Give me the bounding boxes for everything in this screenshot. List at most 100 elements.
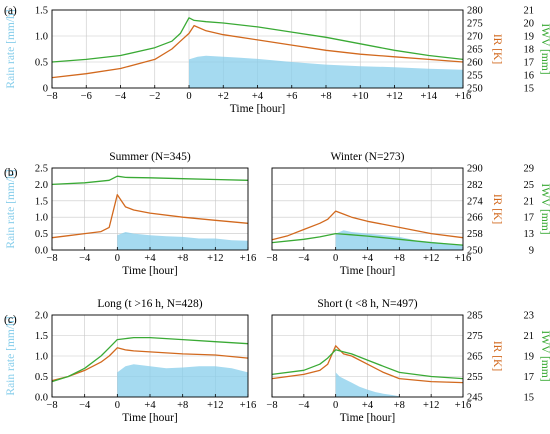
ir-tick-label: 290	[467, 164, 483, 175]
x-tick-label: −8	[46, 400, 57, 411]
x-axis-label: Time [hour]	[230, 103, 285, 115]
iwv-tick-label: 15	[524, 84, 535, 95]
ir-axis-label: IR [K]	[491, 34, 503, 64]
iwv-axis-label: IWV [mm]	[539, 330, 550, 381]
x-tick-label: −4	[115, 91, 127, 102]
x-tick-label: +4	[362, 253, 374, 264]
x-tick-label: +12	[386, 91, 402, 102]
iwv-tick-label: 9	[529, 246, 534, 257]
ir-axis-label: IR [K]	[491, 194, 503, 224]
iwv-tick-label: 19	[524, 352, 535, 363]
ir-line	[51, 347, 249, 382]
iwv-line	[51, 17, 464, 63]
rain-rate-area	[117, 364, 248, 397]
rain-tick-label: 0	[43, 84, 48, 95]
rain-axis-label: Rain rate [mm/h]	[5, 169, 17, 248]
x-tick-label: +16	[455, 253, 471, 264]
x-tick-label: +12	[423, 400, 439, 411]
rain-rate-area	[335, 372, 400, 397]
x-tick-label: +10	[352, 91, 368, 102]
iwv-axis-label: IWV [mm]	[539, 183, 550, 234]
x-axis-label: Time [hour]	[122, 265, 177, 277]
x-tick-label: +4	[144, 253, 156, 264]
panel-title: Summer (N=345)	[109, 151, 191, 163]
ir-line	[271, 210, 464, 241]
iwv-tick-label: 29	[524, 164, 535, 175]
rain-tick-label: 0.0	[35, 393, 48, 404]
iwv-line	[51, 175, 249, 186]
x-tick-label: +16	[240, 253, 256, 264]
rain-tick-label: 0.5	[35, 372, 48, 383]
panel-title: Winter (N=273)	[330, 151, 404, 163]
x-tick-label: 0	[186, 91, 191, 102]
rain-tick-label: 0.0	[35, 246, 48, 257]
x-tick-label: 0	[115, 400, 120, 411]
x-tick-label: −6	[81, 91, 92, 102]
iwv-line	[51, 336, 249, 383]
x-tick-label: −8	[266, 253, 277, 264]
panel-title: Long (t >16 h, N=428)	[97, 298, 202, 310]
rain-tick-label: 2.0	[35, 180, 48, 191]
ir-tick-label: 280	[467, 6, 483, 17]
ir-tick-label: 275	[467, 19, 483, 30]
x-axis-label: Time [hour]	[122, 412, 177, 424]
x-tick-label: −8	[46, 253, 57, 264]
iwv-axis-label: IWV [mm]	[539, 23, 550, 74]
iwv-tick-label: 18	[524, 45, 535, 56]
rain-rate-area	[335, 230, 463, 250]
panel-label: (a)	[4, 5, 17, 17]
iwv-tick-label: 21	[524, 6, 535, 17]
x-tick-label: +2	[218, 91, 229, 102]
x-tick-label: −4	[79, 400, 91, 411]
x-tick-label: +8	[177, 400, 188, 411]
iwv-tick-label: 17	[524, 58, 535, 69]
x-tick-label: +4	[252, 91, 264, 102]
x-tick-label: +16	[455, 91, 471, 102]
ir-tick-label: 270	[467, 32, 483, 43]
x-tick-label: +8	[394, 400, 405, 411]
x-tick-label: 0	[333, 400, 338, 411]
ir-tick-label: 265	[467, 352, 483, 363]
iwv-tick-label: 17	[524, 372, 535, 383]
rain-tick-label: 1.0	[35, 213, 48, 224]
x-tick-label: −8	[46, 91, 57, 102]
iwv-tick-label: 23	[524, 311, 535, 322]
x-tick-label: +12	[423, 253, 439, 264]
ir-line	[51, 24, 464, 79]
ir-line	[271, 345, 464, 384]
rain-tick-label: 2.5	[35, 164, 48, 175]
x-tick-label: +4	[362, 400, 374, 411]
x-tick-label: +12	[207, 253, 223, 264]
iwv-tick-label: 13	[524, 229, 535, 240]
iwv-tick-label: 21	[524, 331, 535, 342]
rain-tick-label: 1.5	[35, 331, 48, 342]
ir-axis-label: IR [K]	[491, 341, 503, 371]
x-axis-label: Time [hour]	[340, 412, 395, 424]
rain-rate-area	[189, 55, 463, 88]
ir-tick-label: 245	[467, 393, 483, 404]
x-tick-label: +6	[286, 91, 297, 102]
x-tick-label: +8	[320, 91, 331, 102]
rain-tick-label: 0.5	[35, 58, 48, 69]
x-tick-label: +8	[394, 253, 405, 264]
ir-tick-label: 274	[467, 196, 484, 207]
ir-tick-label: 260	[467, 58, 483, 69]
x-tick-label: −8	[266, 400, 277, 411]
x-tick-label: −4	[298, 253, 310, 264]
iwv-tick-label: 15	[524, 393, 535, 404]
ir-tick-label: 282	[467, 180, 483, 191]
rain-tick-label: 1.0	[35, 32, 48, 43]
rain-tick-label: 1.5	[35, 6, 48, 17]
rain-axis-label: Rain rate [mm/h]	[5, 316, 17, 395]
iwv-tick-label: 19	[524, 32, 535, 43]
x-tick-label: +4	[144, 400, 156, 411]
rain-tick-label: 1.5	[35, 196, 48, 207]
x-tick-label: −2	[149, 91, 160, 102]
ir-tick-label: 275	[467, 331, 483, 342]
x-tick-label: −4	[298, 400, 310, 411]
x-tick-label: 0	[115, 253, 120, 264]
x-tick-label: +16	[455, 400, 471, 411]
rain-axis-label: Rain rate [mm/h]	[5, 9, 17, 88]
x-tick-label: +8	[177, 253, 188, 264]
